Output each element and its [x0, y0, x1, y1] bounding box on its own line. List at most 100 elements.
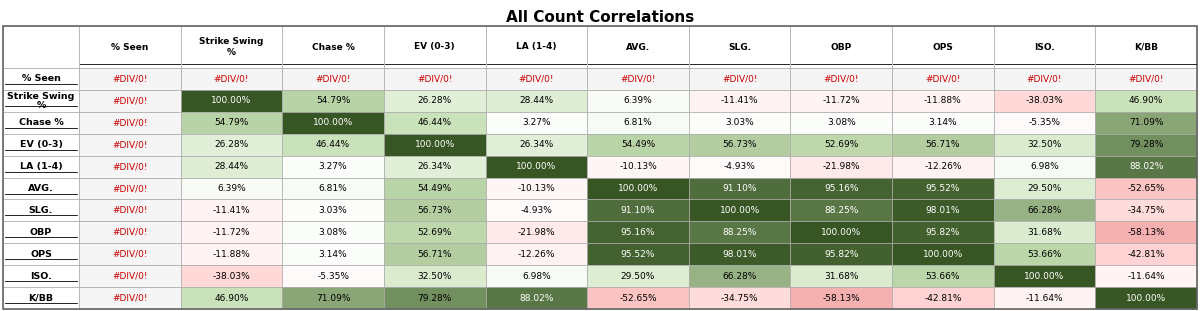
Bar — [1096, 90, 1198, 112]
Bar — [994, 287, 1096, 309]
Bar — [181, 90, 282, 112]
Bar — [689, 221, 791, 243]
Text: 31.68%: 31.68% — [824, 272, 858, 281]
Text: -21.98%: -21.98% — [822, 162, 860, 171]
Text: 3.08%: 3.08% — [319, 228, 348, 237]
Bar — [79, 243, 181, 265]
Bar — [384, 199, 486, 221]
Bar — [486, 112, 587, 134]
Text: -11.88%: -11.88% — [924, 96, 961, 105]
Bar — [486, 178, 587, 199]
Bar — [2, 265, 79, 287]
Text: All Count Correlations: All Count Correlations — [506, 10, 694, 25]
Bar — [282, 199, 384, 221]
Text: #DIV/0!: #DIV/0! — [112, 140, 148, 149]
Bar — [791, 90, 892, 112]
Text: -4.93%: -4.93% — [521, 206, 552, 215]
Bar — [79, 134, 181, 156]
Text: Chase %: Chase % — [19, 118, 64, 127]
Bar — [791, 26, 892, 68]
Bar — [79, 156, 181, 178]
Bar — [1096, 199, 1198, 221]
Text: #DIV/0!: #DIV/0! — [316, 74, 350, 83]
Text: 3.14%: 3.14% — [929, 118, 958, 127]
Text: -11.41%: -11.41% — [212, 206, 251, 215]
Text: 56.73%: 56.73% — [418, 206, 452, 215]
Text: #DIV/0!: #DIV/0! — [925, 74, 961, 83]
Bar — [791, 243, 892, 265]
Bar — [791, 199, 892, 221]
Text: #DIV/0!: #DIV/0! — [823, 74, 859, 83]
Bar — [79, 287, 181, 309]
Text: 88.25%: 88.25% — [722, 228, 757, 237]
Text: -11.72%: -11.72% — [822, 96, 860, 105]
Bar — [892, 112, 994, 134]
Bar — [486, 156, 587, 178]
Text: #DIV/0!: #DIV/0! — [112, 118, 148, 127]
Text: -38.03%: -38.03% — [1026, 96, 1063, 105]
Text: 100.00%: 100.00% — [516, 162, 557, 171]
Bar — [892, 26, 994, 68]
Text: 100.00%: 100.00% — [415, 140, 455, 149]
Text: -52.65%: -52.65% — [619, 294, 656, 303]
Text: 100.00%: 100.00% — [211, 96, 252, 105]
Text: -5.35%: -5.35% — [317, 272, 349, 281]
Bar — [282, 156, 384, 178]
Text: 32.50%: 32.50% — [418, 272, 452, 281]
Text: #DIV/0!: #DIV/0! — [112, 162, 148, 171]
Text: -10.13%: -10.13% — [517, 184, 556, 193]
Text: #DIV/0!: #DIV/0! — [518, 74, 554, 83]
Bar — [181, 156, 282, 178]
Text: 46.44%: 46.44% — [418, 118, 451, 127]
Bar — [486, 265, 587, 287]
Bar — [1096, 221, 1198, 243]
Bar — [384, 243, 486, 265]
Bar — [1096, 156, 1198, 178]
Bar — [791, 265, 892, 287]
Bar — [486, 221, 587, 243]
Bar — [689, 134, 791, 156]
Text: -11.41%: -11.41% — [721, 96, 758, 105]
Bar — [384, 26, 486, 68]
Bar — [791, 221, 892, 243]
Bar — [384, 265, 486, 287]
Bar — [384, 221, 486, 243]
Text: % Seen: % Seen — [22, 74, 60, 83]
Bar — [791, 156, 892, 178]
Text: 88.02%: 88.02% — [1129, 162, 1163, 171]
Bar — [994, 221, 1096, 243]
Text: Chase %: Chase % — [312, 43, 354, 52]
Text: 54.49%: 54.49% — [418, 184, 452, 193]
Text: -42.81%: -42.81% — [924, 294, 961, 303]
Bar — [587, 178, 689, 199]
Text: #DIV/0!: #DIV/0! — [112, 96, 148, 105]
Bar — [384, 68, 486, 90]
Bar — [587, 243, 689, 265]
Text: 46.90%: 46.90% — [1129, 96, 1163, 105]
Text: 100.00%: 100.00% — [313, 118, 353, 127]
Text: -10.13%: -10.13% — [619, 162, 656, 171]
Text: Strike Swing
%: Strike Swing % — [199, 37, 264, 57]
Bar — [384, 178, 486, 199]
Bar — [1096, 287, 1198, 309]
Text: 28.44%: 28.44% — [520, 96, 553, 105]
Text: 54.79%: 54.79% — [316, 96, 350, 105]
Text: OBP: OBP — [830, 43, 852, 52]
Text: 46.44%: 46.44% — [316, 140, 350, 149]
Text: #DIV/0!: #DIV/0! — [112, 250, 148, 259]
Bar — [181, 287, 282, 309]
Bar — [892, 156, 994, 178]
Bar — [689, 199, 791, 221]
Text: 71.09%: 71.09% — [316, 294, 350, 303]
Bar — [181, 265, 282, 287]
Bar — [2, 243, 79, 265]
Text: 29.50%: 29.50% — [1027, 184, 1062, 193]
Bar — [2, 112, 79, 134]
Text: SLG.: SLG. — [728, 43, 751, 52]
Bar — [994, 26, 1096, 68]
Bar — [2, 90, 79, 112]
Text: 31.68%: 31.68% — [1027, 228, 1062, 237]
Bar — [994, 178, 1096, 199]
Text: 91.10%: 91.10% — [722, 184, 757, 193]
Text: -34.75%: -34.75% — [721, 294, 758, 303]
